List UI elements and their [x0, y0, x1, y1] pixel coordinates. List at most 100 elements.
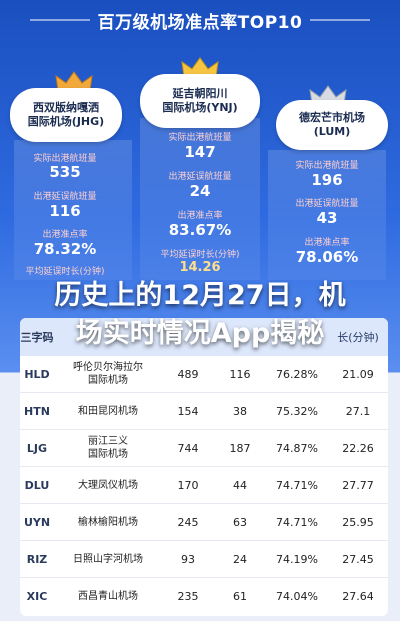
row-delayed: 61 [233, 590, 247, 603]
stat-label: 出港准点率 [304, 238, 350, 248]
row-rate: 74.87% [276, 441, 318, 455]
table-row[interactable]: LJG 丽江三义国际机场 744 187 74.87% 22.26 [20, 430, 388, 467]
row-avg: 25.95 [342, 515, 374, 529]
row-avg: 27.77 [342, 478, 374, 492]
row-rate: 75.32% [276, 404, 318, 418]
row-name: 大理凤仪机场 [54, 479, 162, 492]
table-row[interactable]: HLD 呼伦贝尔海拉尔 国际机场 489 116 76.28% 21.09 [20, 356, 388, 393]
stat-value: 24 [189, 182, 211, 200]
stat-value: 14.26 [179, 260, 221, 275]
row-code: UYN [23, 515, 51, 529]
table-row[interactable]: RIZ 日照山字河机场 93 24 74.19% 27.45 [20, 541, 388, 578]
stat-value: 78.32% [33, 240, 97, 258]
header-deco-left [29, 19, 90, 21]
row-rate: 76.28% [276, 367, 318, 381]
row-name-line: 国际机场 [88, 375, 128, 386]
stat-label: 实际出港航班量 [295, 161, 359, 171]
row-code: HLD [24, 367, 50, 381]
row-delayed: 24 [233, 552, 247, 566]
stat-value: 78.06% [295, 248, 359, 266]
stat-value: 147 [184, 143, 216, 161]
row-rate: 74.71% [276, 478, 318, 492]
overlay-headline-line: 场实时情况App揭秘 [75, 318, 325, 349]
airport-name: 国际机场(JHG) [27, 115, 105, 128]
airport-table: 三字码 长(分钟) HLD 呼伦贝尔海拉尔 国际机场 489 116 76.28%… [20, 318, 388, 616]
row-rate: 74.04% [276, 590, 318, 603]
row-name: 日照山字河机场 [54, 553, 162, 566]
row-code: DLU [24, 478, 50, 492]
row-flights: 744 [177, 441, 199, 455]
row-code: RIZ [26, 552, 48, 566]
row-name: 榆林榆阳机场 [54, 516, 162, 529]
crown-icon [54, 70, 94, 92]
stat-label: 出港延误航班量 [295, 199, 359, 209]
row-avg: 27.45 [342, 552, 374, 566]
stat-value: 116 [49, 202, 81, 220]
row-name-line: 国际机场 [88, 449, 128, 460]
stat-label: 平均延误时长(分钟) [160, 250, 240, 260]
stat-label: 实际出港航班量 [168, 133, 232, 143]
row-delayed: 38 [233, 404, 247, 418]
row-rate: 74.71% [276, 515, 318, 529]
row-flights: 154 [177, 404, 199, 418]
row-name: 西昌青山机场 [54, 590, 162, 603]
header-banner: 百万级机场准点率TOP10 [0, 0, 400, 40]
row-name-line: 榆林榆阳机场 [78, 516, 138, 528]
stat-value: 535 [49, 163, 81, 181]
row-avg: 22.26 [342, 441, 374, 455]
table-row[interactable]: XIC 西昌青山机场 235 61 74.04% 27.64 [20, 578, 388, 615]
row-rate: 74.19% [276, 552, 318, 566]
row-name-line: 呼伦贝尔海拉尔 [73, 362, 143, 373]
row-name-line: 日照山字河机场 [73, 553, 143, 565]
row-delayed: 44 [233, 478, 247, 492]
table-row[interactable]: UYN 榆林榆阳机场 245 63 74.71% 25.95 [20, 504, 388, 541]
row-name: 丽江三义 国际机场 [54, 435, 162, 461]
row-flights: 489 [177, 367, 199, 381]
stat-label: 出港准点率 [177, 211, 223, 221]
table-row[interactable]: HTN 和田昆冈机场 154 38 75.32% 27.1 [20, 393, 388, 430]
row-name-line: 丽江三义 [88, 436, 128, 447]
row-avg: 21.09 [342, 367, 374, 381]
airport-name: 国际机场(YNJ) [162, 101, 238, 114]
stat-label: 平均延误时长(分钟) [25, 267, 105, 277]
row-name: 呼伦贝尔海拉尔 国际机场 [54, 361, 162, 387]
row-flights: 235 [177, 590, 199, 603]
stat-value: 43 [316, 209, 338, 227]
podium-card-jhg[interactable]: 西双版纳嘎洒 国际机场(JHG) [10, 88, 122, 142]
page-title: 百万级机场准点率TOP10 [97, 12, 303, 33]
stat-value: 196 [311, 171, 343, 189]
row-delayed: 187 [229, 441, 251, 455]
stat-label: 出港延误航班量 [33, 192, 97, 202]
stat-value: 83.67% [168, 221, 232, 239]
row-flights: 93 [181, 552, 195, 566]
stat-label: 实际出港航班量 [33, 154, 97, 164]
header-avg: 长(分钟) [337, 331, 379, 344]
overlay-headline-line: 历史上的12月27日，机 [54, 280, 346, 311]
table-row[interactable]: DLU 大理凤仪机场 170 44 74.71% 27.77 [20, 467, 388, 504]
row-avg: 27.64 [342, 590, 374, 603]
stat-label: 出港准点率 [42, 230, 88, 240]
podium-card-ynj[interactable]: 延吉朝阳川 国际机场(YNJ) [140, 74, 260, 128]
row-name-line: 大理凤仪机场 [78, 479, 138, 491]
row-code: XIC [26, 590, 48, 603]
row-code: LJG [26, 441, 48, 455]
row-avg: 27.1 [345, 404, 371, 418]
stat-label: 出港延误航班量 [168, 172, 232, 182]
overlay-headline: 历史上的12月27日，机 场实时情况App揭秘 [0, 270, 400, 360]
airport-name: 延吉朝阳川 [172, 86, 228, 100]
row-delayed: 116 [229, 367, 251, 381]
podium-column-left [14, 140, 132, 280]
airport-name: (LUM) [313, 125, 351, 138]
row-name-line: 西昌青山机场 [78, 591, 138, 602]
header-code: 三字码 [20, 331, 54, 344]
row-code: HTN [24, 404, 50, 418]
podium-column-center [140, 118, 260, 280]
row-delayed: 63 [233, 515, 247, 529]
row-name-line: 和田昆冈机场 [78, 405, 138, 417]
airport-name: 西双版纳嘎洒 [32, 100, 99, 114]
row-flights: 245 [177, 515, 199, 529]
podium-card-lum[interactable]: 德宏芒市机场 (LUM) [276, 100, 388, 150]
podium-column-right [268, 150, 386, 280]
row-flights: 170 [177, 478, 199, 492]
row-name: 和田昆冈机场 [54, 405, 162, 418]
